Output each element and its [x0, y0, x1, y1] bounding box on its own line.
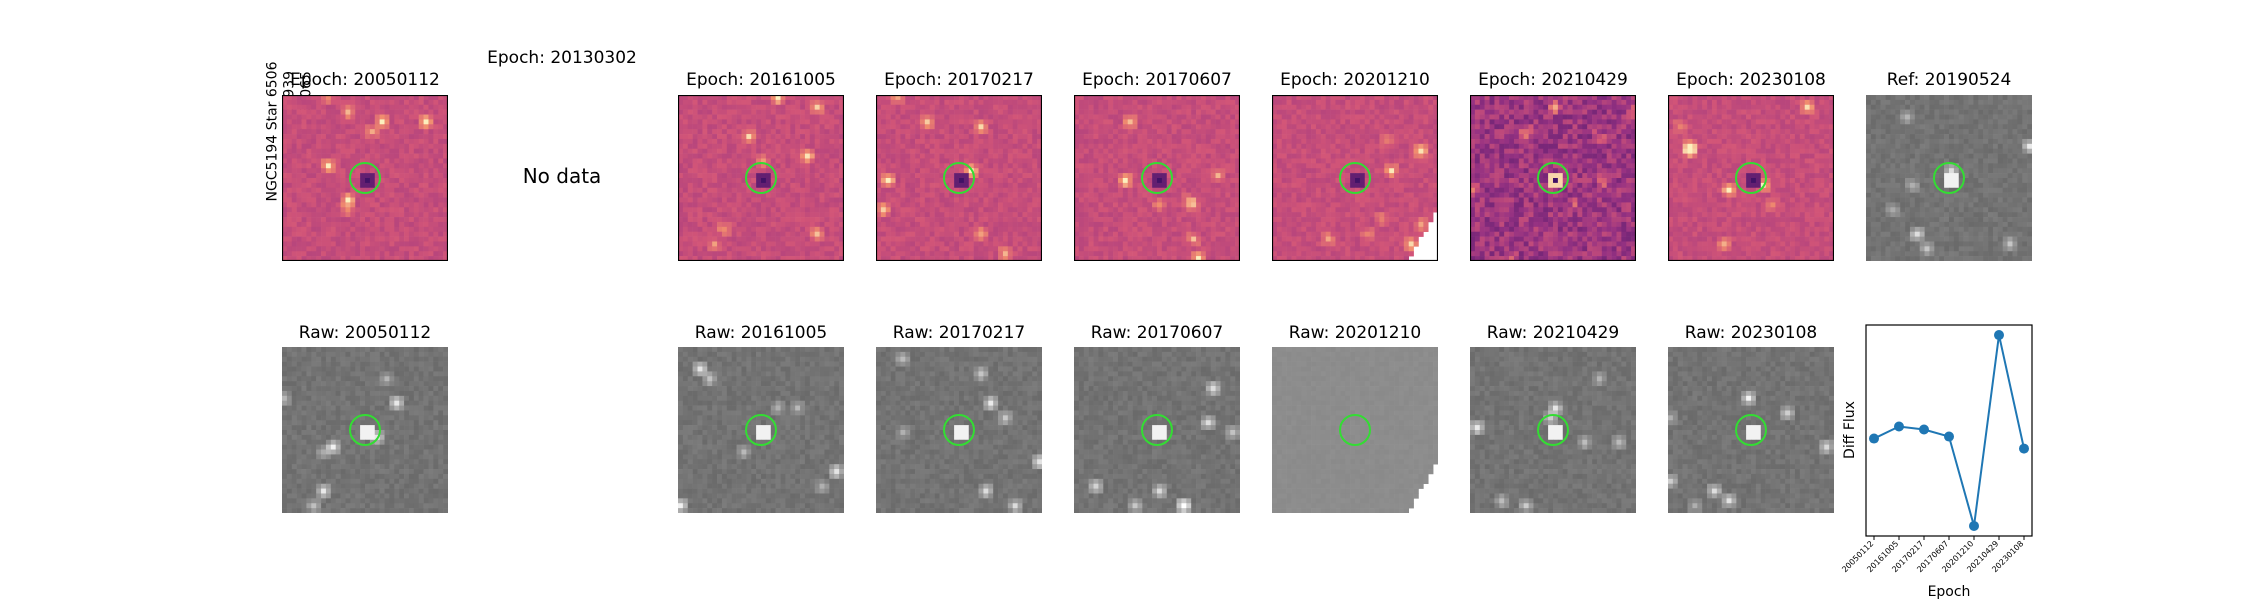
- panel-title: Epoch: 20230108: [1676, 70, 1826, 90]
- pixel-grid: [1272, 347, 1438, 513]
- pixel-grid: [1074, 95, 1240, 261]
- raw-panel-title: Raw: 20161005: [694, 323, 828, 343]
- pixel-grid: [1668, 95, 1834, 261]
- target-circle: [1339, 162, 1371, 194]
- raw-panel-title: Raw: 20230108: [1684, 323, 1818, 343]
- raw-panel-title: Raw: 20210429: [1486, 323, 1620, 343]
- target-circle: [1141, 414, 1173, 446]
- target-circle: [1735, 162, 1767, 194]
- diff-image-panel: [1668, 95, 1834, 261]
- data-point: [2019, 443, 2029, 454]
- data-point: [1919, 424, 1929, 435]
- raw-panel-title: Raw: 20050112: [298, 323, 432, 343]
- panel-frame: [876, 95, 1042, 261]
- data-point: [1869, 433, 1879, 444]
- data-point: [1969, 520, 1979, 531]
- diff-image-panel: [1470, 95, 1636, 261]
- reference-image-panel: [1866, 95, 2032, 261]
- target-circle: [1933, 162, 1965, 194]
- panel-title: Epoch: 20170607: [1082, 70, 1232, 90]
- no-data-label: No data: [522, 164, 602, 188]
- panel-frame: [1272, 95, 1438, 261]
- pixel-grid: [1668, 347, 1834, 513]
- diff-image-panel: [1272, 95, 1438, 261]
- panel-title: Epoch: 20201210: [1280, 70, 1430, 90]
- pixel-grid: [678, 347, 844, 513]
- pixel-grid: [1866, 95, 2032, 261]
- flux-chart: 2005011220161005201702172017060720201210…: [1840, 324, 2033, 600]
- no-data-epoch-title: Epoch: 20130302: [487, 48, 637, 68]
- target-circle: [1537, 162, 1569, 194]
- pixel-grid: [282, 347, 448, 513]
- raw-panel-title: Raw: 20170607: [1090, 323, 1224, 343]
- raw-image-panel: [1470, 347, 1636, 513]
- target-circle: [943, 414, 975, 446]
- target-circle: [745, 414, 777, 446]
- raw-panel-title: Raw: 20201210: [1288, 323, 1422, 343]
- diff-image-panel: [282, 95, 448, 261]
- pixel-grid: [678, 95, 844, 261]
- panel-title: Epoch: 20210429: [1478, 70, 1628, 90]
- y-axis-label: Diff Flux: [1842, 401, 1858, 459]
- raw-image-panel: [1272, 347, 1438, 513]
- diff-image-panel: [876, 95, 1042, 261]
- raw-panel-title: Raw: 20170217: [892, 323, 1026, 343]
- target-circle: [745, 162, 777, 194]
- pixel-grid: [1470, 95, 1636, 261]
- pixel-grid: [1470, 347, 1636, 513]
- target-circle: [349, 414, 381, 446]
- panel-title: Epoch: 20170217: [884, 70, 1034, 90]
- raw-image-panel: [282, 347, 448, 513]
- x-axis-label: Epoch: [1928, 584, 1971, 600]
- raw-image-panel: [678, 347, 844, 513]
- pixel-grid: [1074, 347, 1240, 513]
- pixel-grid: [1272, 95, 1438, 261]
- raw-image-panel: [876, 347, 1042, 513]
- panel-frame: [1470, 95, 1636, 261]
- target-circle: [349, 162, 381, 194]
- panel-title: Ref: 20190524: [1886, 70, 2012, 90]
- target-circle: [1735, 414, 1767, 446]
- data-point: [1944, 431, 1954, 442]
- pixel-grid: [876, 95, 1042, 261]
- panel-title: Epoch: 20161005: [686, 70, 836, 90]
- target-name: NGC5194 Star 6506: [263, 61, 280, 202]
- target-circle: [943, 162, 975, 194]
- pixel-grid: [282, 95, 448, 261]
- target-circle: [1537, 414, 1569, 446]
- data-point: [1894, 421, 1904, 432]
- diff-image-panel: [678, 95, 844, 261]
- target-circle: [1339, 414, 1371, 446]
- panel-title: Epoch: 20050112: [290, 70, 440, 90]
- target-circle: [1141, 162, 1173, 194]
- pixel-grid: [876, 347, 1042, 513]
- diff-image-panel: [1074, 95, 1240, 261]
- panel-frame: [678, 95, 844, 261]
- raw-image-panel: [1668, 347, 1834, 513]
- raw-image-panel: [1074, 347, 1240, 513]
- data-point: [1994, 330, 2004, 341]
- panel-frame: [282, 95, 448, 261]
- panel-frame: [1074, 95, 1240, 261]
- panel-frame: [1668, 95, 1834, 261]
